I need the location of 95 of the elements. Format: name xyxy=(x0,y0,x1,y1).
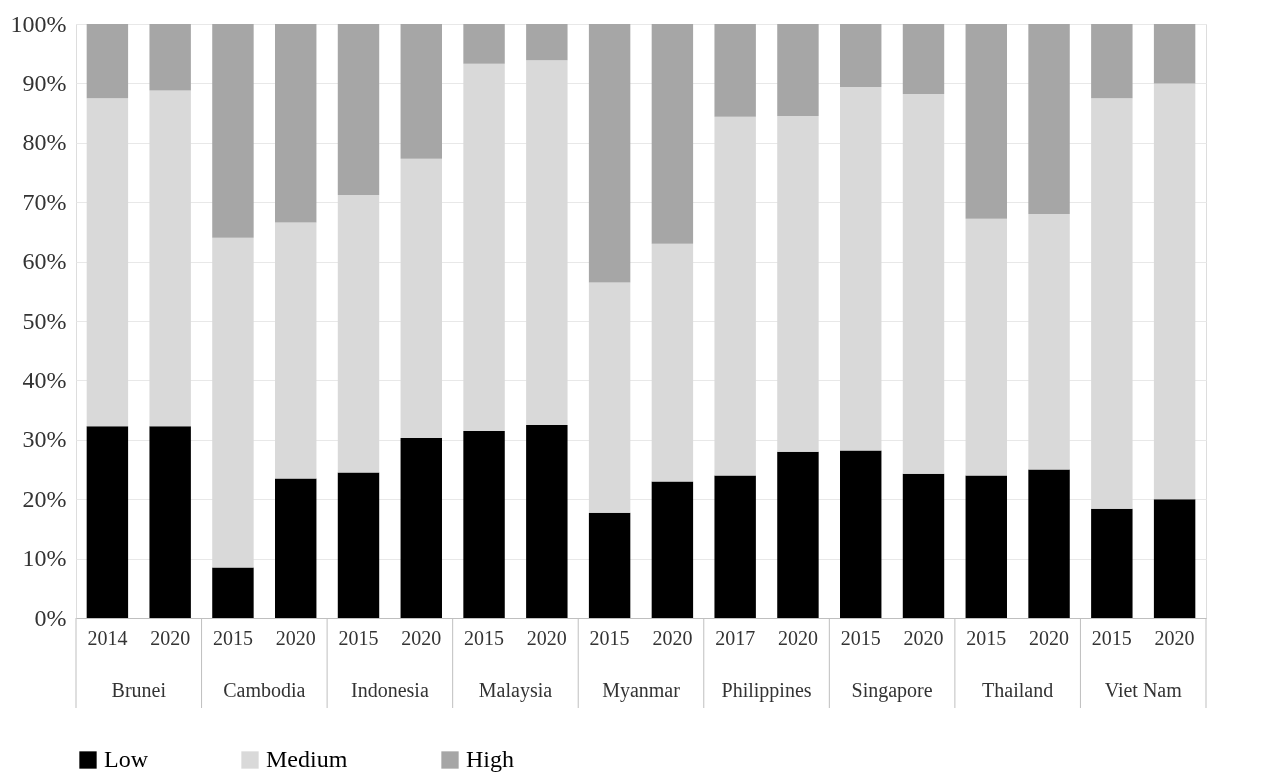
x-tick-label: 2015 xyxy=(338,626,379,649)
x-tick-label: 2020 xyxy=(150,626,191,649)
bar xyxy=(588,24,631,283)
bar xyxy=(1153,499,1196,618)
x-tick-label: 2020 xyxy=(526,626,567,649)
x-tick-label: 2020 xyxy=(275,626,316,649)
x-tick-label: 2015 xyxy=(212,626,253,649)
bar xyxy=(275,478,317,618)
bar xyxy=(902,94,945,474)
text: Thailand xyxy=(982,679,1054,701)
x-tick-label: 2020 xyxy=(652,626,693,649)
text: Viet Nam xyxy=(1104,679,1183,701)
text: Cambodia xyxy=(223,679,306,701)
bar xyxy=(1091,24,1133,99)
bar xyxy=(965,24,1007,219)
bar xyxy=(777,116,819,452)
bar xyxy=(400,438,442,618)
text: Brunei xyxy=(111,679,167,701)
bar xyxy=(400,24,442,159)
text: Indonesia xyxy=(351,679,429,701)
bar xyxy=(777,24,819,117)
y-tick-label: 20% xyxy=(22,485,67,512)
bar xyxy=(526,24,568,61)
x-tick-label: 2015 xyxy=(464,626,505,649)
bar xyxy=(1153,83,1196,500)
bar xyxy=(902,24,945,95)
bar xyxy=(337,472,380,618)
text: Singapore xyxy=(851,679,933,702)
bar xyxy=(337,195,380,473)
y-tick-label: 70% xyxy=(22,188,67,215)
bar xyxy=(463,63,505,431)
bar xyxy=(212,237,254,568)
x-tick-label: 2017 xyxy=(715,626,756,649)
bar xyxy=(463,430,505,618)
bar xyxy=(714,24,756,117)
x-tick-label: 2015 xyxy=(1091,626,1132,649)
bar xyxy=(275,24,317,223)
bar xyxy=(1091,98,1133,509)
bar xyxy=(400,158,442,439)
bar xyxy=(714,116,756,476)
x-tick-label: 2015 xyxy=(966,626,1007,649)
bar xyxy=(212,567,254,618)
bar xyxy=(149,426,191,618)
x-tick-label: 2020 xyxy=(903,626,944,649)
bar xyxy=(86,426,129,618)
bar xyxy=(526,60,568,425)
bar xyxy=(86,24,129,99)
bar xyxy=(588,282,631,513)
bar xyxy=(337,24,380,196)
text: Malaysia xyxy=(478,679,553,702)
legend-label: Low xyxy=(104,746,149,772)
text: Philippines xyxy=(721,679,812,702)
bar xyxy=(1028,469,1070,618)
y-tick-label: 50% xyxy=(22,307,67,334)
x-tick-label: 2020 xyxy=(777,626,818,649)
bar xyxy=(275,222,317,479)
x-tick-label: 2014 xyxy=(87,626,128,649)
y-tick-label: 30% xyxy=(22,426,67,453)
bar xyxy=(1153,24,1196,84)
bar xyxy=(651,481,694,618)
bar xyxy=(588,512,631,618)
x-tick-label: 2020 xyxy=(401,626,442,649)
y-tick-label: 90% xyxy=(22,69,67,96)
text: Myanmar xyxy=(602,679,681,702)
bar xyxy=(965,218,1007,476)
bar xyxy=(1091,508,1133,618)
y-tick-label: 100% xyxy=(10,10,67,37)
bar xyxy=(1028,24,1070,215)
bar xyxy=(714,475,756,618)
bar xyxy=(149,24,191,91)
bar xyxy=(86,98,129,427)
y-tick-label: 0% xyxy=(34,604,67,631)
x-tick-label: 2020 xyxy=(1029,626,1070,649)
x-tick-label: 2015 xyxy=(589,626,630,649)
bar xyxy=(840,24,882,87)
bar xyxy=(149,90,191,427)
bar xyxy=(840,450,882,618)
bar xyxy=(526,424,568,618)
bar xyxy=(777,451,819,618)
y-tick-label: 80% xyxy=(22,129,67,156)
legend-label: Medium xyxy=(266,746,348,772)
bar xyxy=(651,24,694,244)
x-tick-label: 2020 xyxy=(1154,626,1195,649)
y-tick-label: 10% xyxy=(22,545,67,572)
bar xyxy=(840,86,882,451)
bar xyxy=(463,24,505,64)
bar xyxy=(212,24,254,238)
x-tick-label: 2015 xyxy=(840,626,881,649)
bar xyxy=(1028,214,1070,470)
bar xyxy=(965,475,1007,618)
bar xyxy=(902,473,945,618)
y-tick-label: 40% xyxy=(22,366,67,393)
y-tick-label: 60% xyxy=(22,248,67,275)
bar xyxy=(651,243,694,482)
legend-label: High xyxy=(466,746,514,772)
